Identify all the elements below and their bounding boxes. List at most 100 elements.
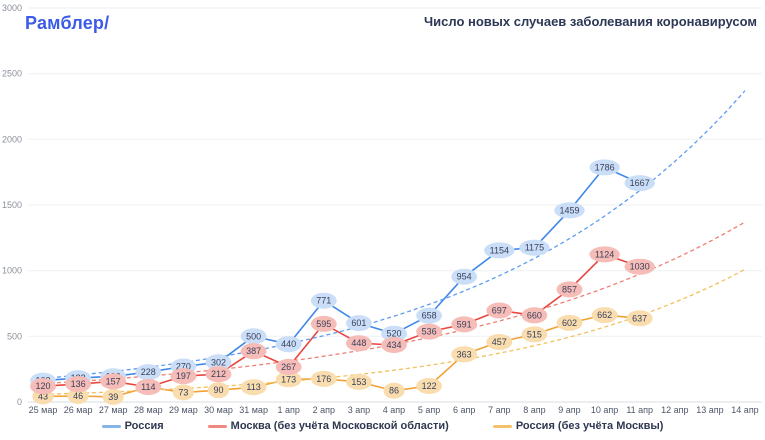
- data-point-bubble: [556, 281, 583, 298]
- x-tick-label: 9 апр: [558, 405, 580, 415]
- data-point-label: 448: [351, 338, 366, 348]
- data-point-bubble: [310, 315, 337, 332]
- data-point-label: 120: [35, 381, 50, 391]
- data-point-bubble: [451, 346, 478, 363]
- data-point-label: 153: [351, 377, 366, 387]
- legend-marker-moscow-icon: [207, 424, 227, 428]
- data-point-label: 157: [106, 376, 121, 386]
- x-tick-label: 4 апр: [383, 405, 405, 415]
- data-point-bubble: [100, 373, 127, 390]
- x-tick-label: 27 мар: [99, 405, 128, 415]
- data-point-bubble: [172, 384, 194, 401]
- data-point-label: 658: [422, 311, 437, 321]
- legend-item-russia-without-moscow[interactable]: Россия (без учёта Москвы): [492, 420, 664, 432]
- legend-item-moscow[interactable]: Москва (без учёта Московской области): [207, 420, 449, 432]
- data-point-label: 387: [246, 346, 261, 356]
- x-tick-label: 10 апр: [591, 405, 618, 415]
- x-tick-label: 11 апр: [626, 405, 653, 415]
- data-point-bubble: [554, 202, 585, 219]
- data-point-bubble: [205, 366, 232, 383]
- data-point-bubble: [383, 382, 405, 399]
- x-tick-label: 6 апр: [453, 405, 475, 415]
- y-tick-label: 0: [17, 397, 22, 407]
- data-point-bubble: [381, 337, 407, 353]
- chart-title: Число новых случаев заболевания коронави…: [424, 14, 757, 29]
- data-point-label: 113: [246, 382, 260, 392]
- data-point-bubble: [346, 335, 372, 352]
- data-point-bubble: [205, 354, 232, 371]
- data-point-label: 954: [457, 272, 472, 282]
- y-tick-label: 500: [7, 331, 22, 341]
- series-line-0: [42, 166, 641, 382]
- y-tick-label: 2000: [2, 134, 22, 144]
- data-point-bubble: [484, 242, 515, 259]
- data-point-bubble: [521, 326, 548, 343]
- data-point-bubble: [240, 379, 267, 396]
- data-point-bubble: [556, 314, 583, 331]
- data-point-label: 270: [176, 362, 191, 372]
- data-point-label: 1175: [525, 243, 544, 253]
- data-point-label: 601: [351, 318, 366, 328]
- y-tick-label: 3000: [2, 3, 22, 13]
- x-tick-label: 5 апр: [418, 405, 440, 415]
- data-point-label: 1124: [595, 249, 614, 259]
- chart-legend: Россия Москва (без учёта Московской обла…: [0, 420, 765, 432]
- data-point-label: 1786: [595, 162, 615, 172]
- data-point-label: 363: [457, 349, 472, 359]
- data-point-bubble: [486, 302, 513, 319]
- data-point-label: 197: [176, 371, 191, 381]
- data-point-label: 114: [141, 382, 155, 392]
- data-point-bubble: [275, 336, 302, 353]
- data-point-bubble: [416, 323, 442, 340]
- legend-label-moscow: Москва (без учёта Московской области): [230, 420, 449, 432]
- data-point-bubble: [30, 378, 56, 395]
- data-point-label: 500: [246, 331, 261, 341]
- data-point-bubble: [102, 388, 124, 405]
- legend-item-russia[interactable]: Россия: [101, 420, 164, 432]
- data-point-bubble: [207, 382, 230, 399]
- x-tick-label: 26 мар: [64, 405, 93, 415]
- data-point-label: 228: [141, 367, 156, 377]
- trend-line-0: [42, 90, 746, 380]
- x-tick-label: 14 апр: [731, 405, 758, 415]
- x-tick-label: 12 апр: [661, 405, 688, 415]
- legend-label-russia: Россия: [124, 420, 164, 432]
- data-point-bubble: [67, 388, 89, 404]
- data-point-bubble: [346, 373, 372, 390]
- data-point-bubble: [275, 371, 302, 388]
- data-point-bubble: [310, 370, 337, 387]
- data-point-bubble: [416, 307, 442, 324]
- rambler-logo[interactable]: Рамблер/: [25, 13, 110, 33]
- x-tick-label: 3 апр: [348, 405, 370, 415]
- y-tick-label: 1000: [2, 266, 22, 276]
- data-point-bubble: [589, 246, 620, 263]
- data-point-label: 660: [527, 310, 542, 320]
- x-tick-label: 29 мар: [169, 405, 198, 415]
- data-point-label: 1667: [630, 178, 650, 188]
- data-point-label: 440: [281, 339, 296, 349]
- data-point-bubble: [451, 268, 478, 285]
- x-tick-label: 31 мар: [239, 405, 268, 415]
- legend-label-russia-without-moscow: Россия (без учёта Москвы): [515, 420, 664, 432]
- y-tick-label: 1500: [2, 200, 22, 210]
- data-point-label: 176: [316, 374, 331, 384]
- x-tick-label: 7 апр: [488, 405, 510, 415]
- data-point-label: 520: [386, 329, 401, 339]
- data-point-label: 637: [632, 313, 647, 323]
- data-point-label: 39: [108, 392, 118, 402]
- data-point-bubble: [521, 307, 548, 324]
- trend-line-1: [42, 221, 746, 385]
- x-tick-label: 25 мар: [29, 405, 58, 415]
- data-point-bubble: [591, 307, 618, 324]
- data-point-label: 857: [562, 284, 577, 294]
- data-point-label: 173: [281, 374, 296, 384]
- data-point-bubble: [624, 175, 655, 192]
- y-tick-label: 2500: [2, 69, 22, 79]
- data-point-bubble: [416, 378, 442, 394]
- data-point-label: 662: [597, 310, 612, 320]
- data-point-bubble: [275, 358, 302, 375]
- data-point-bubble: [310, 292, 337, 309]
- data-point-bubble: [135, 364, 162, 381]
- data-point-bubble: [486, 334, 513, 350]
- data-point-bubble: [346, 315, 372, 332]
